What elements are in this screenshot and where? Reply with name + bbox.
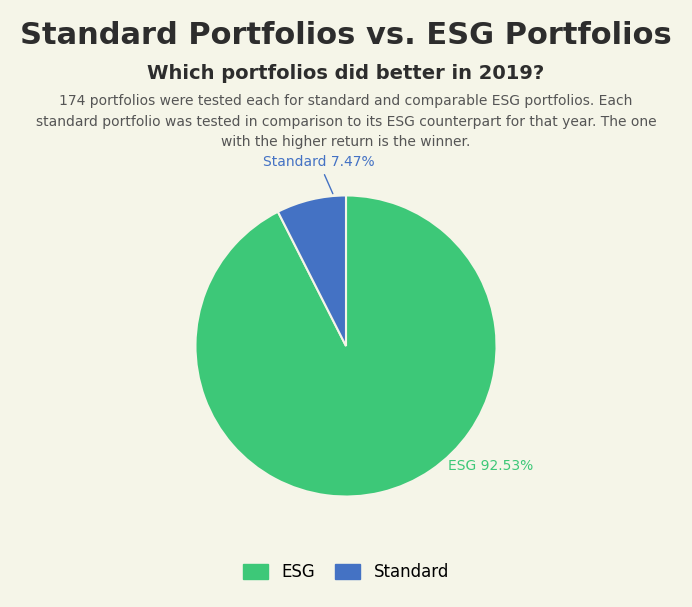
Text: ESG 92.53%: ESG 92.53%	[412, 449, 534, 473]
Text: Standard Portfolios vs. ESG Portfolios: Standard Portfolios vs. ESG Portfolios	[20, 21, 672, 50]
Text: Which portfolios did better in 2019?: Which portfolios did better in 2019?	[147, 64, 545, 83]
Wedge shape	[195, 195, 497, 497]
Text: 174 portfolios were tested each for standard and comparable ESG portfolios. Each: 174 portfolios were tested each for stan…	[36, 94, 656, 149]
Legend: ESG, Standard: ESG, Standard	[235, 555, 457, 589]
Wedge shape	[278, 195, 346, 346]
Text: Standard 7.47%: Standard 7.47%	[263, 155, 375, 194]
